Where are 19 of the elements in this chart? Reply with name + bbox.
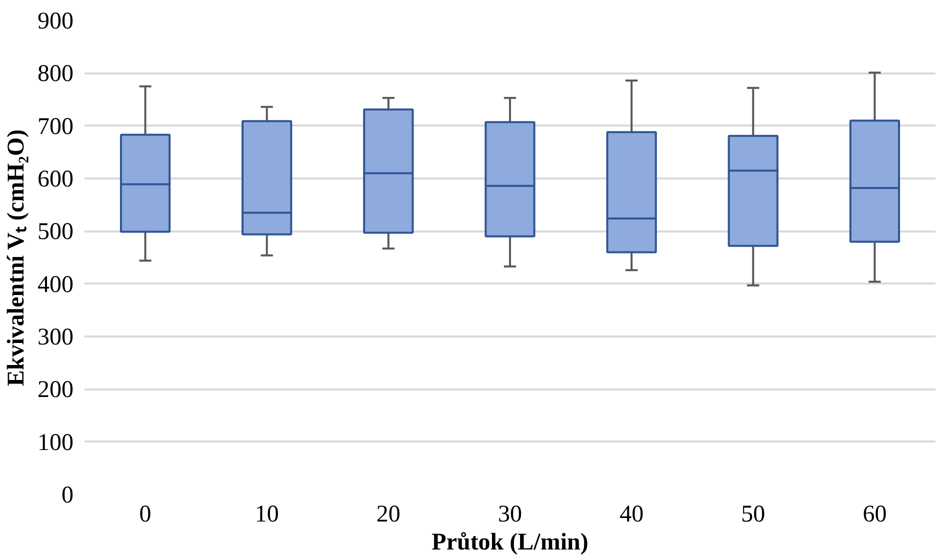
- y-tick-label: 800: [38, 61, 74, 88]
- x-tick-label: 50: [741, 502, 766, 528]
- y-tick-label: 100: [38, 430, 74, 456]
- x-tick-label: 40: [620, 502, 644, 528]
- x-tick-label: 30: [498, 502, 522, 528]
- x-tick-label: 20: [376, 502, 400, 528]
- y-tick-label: 200: [38, 377, 74, 404]
- y-tick-label: 400: [38, 272, 74, 298]
- y-tick-label: 600: [38, 166, 74, 192]
- x-tick-label: 0: [139, 502, 152, 528]
- y-tick-label: 500: [38, 219, 74, 246]
- y-tick-label: 700: [38, 114, 74, 140]
- y-axis-title: Ekvivalentní Vₜ (cmH₂O): [4, 129, 30, 386]
- y-tick-label: 0: [62, 482, 74, 508]
- x-axis-title: Průtok (L/min): [432, 530, 588, 556]
- x-tick-label: 10: [254, 502, 279, 528]
- y-tick-label: 300: [38, 324, 74, 350]
- x-tick-label: 60: [862, 502, 887, 528]
- y-tick-label: 900: [38, 8, 74, 34]
